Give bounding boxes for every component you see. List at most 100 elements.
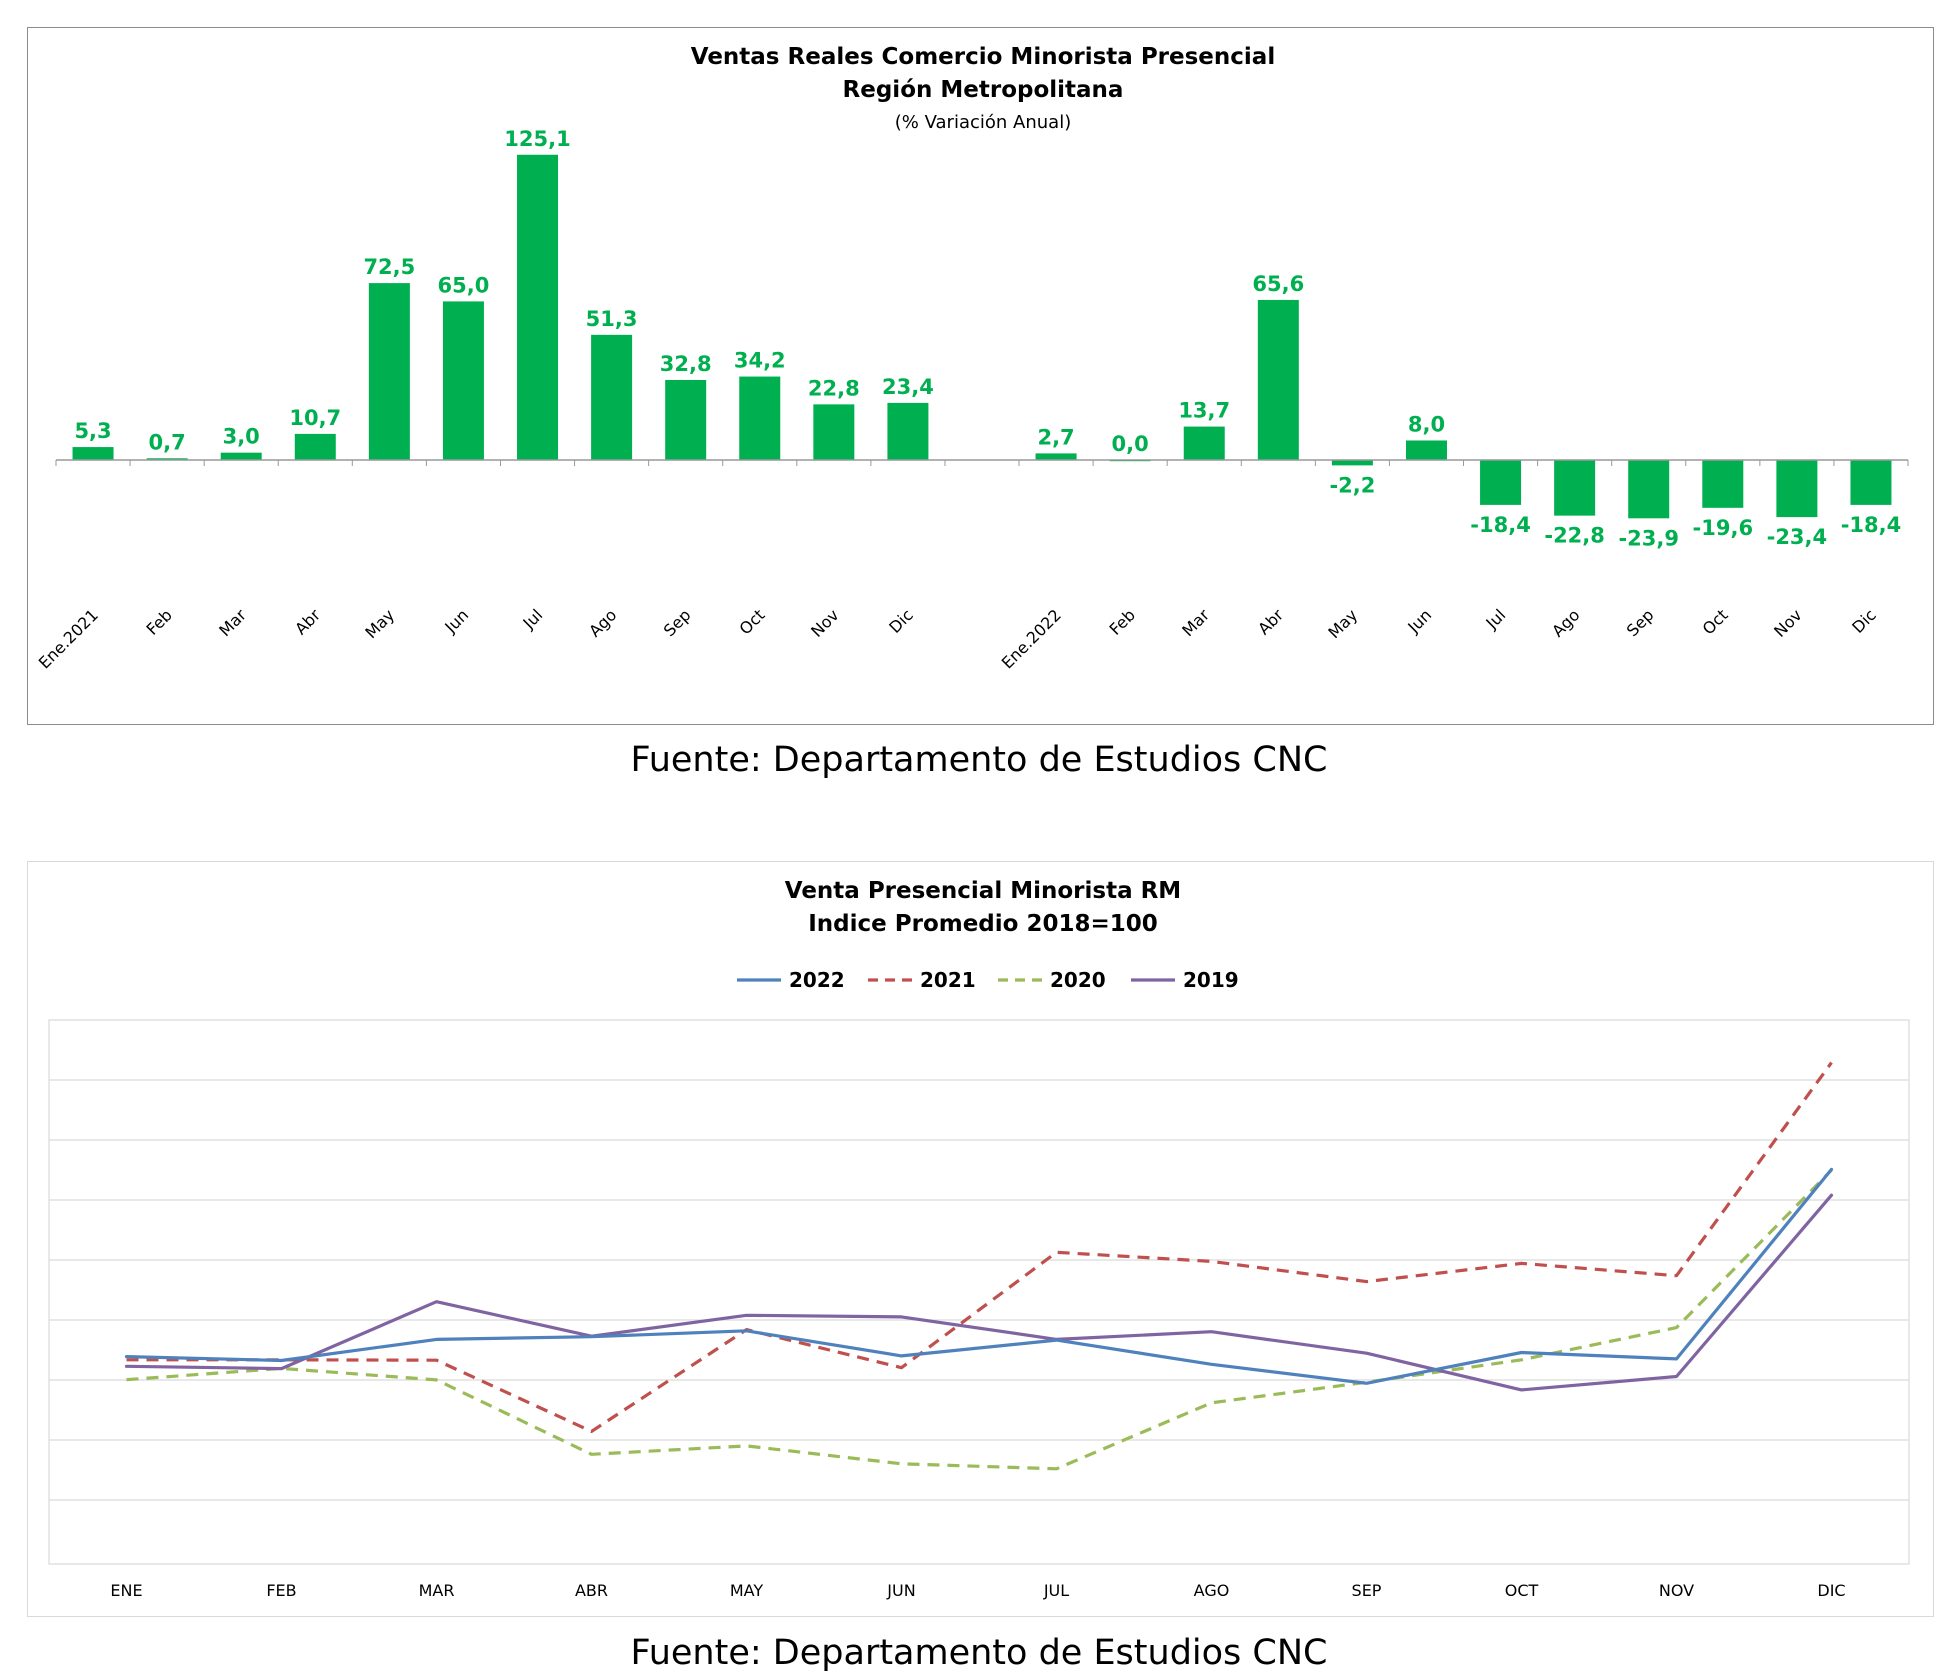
- bar: [1405, 440, 1447, 460]
- bar: [813, 404, 855, 460]
- legend-label: 2021: [920, 968, 976, 992]
- series-line-2022: [124, 1167, 1834, 1385]
- data-label: 3,0: [223, 425, 260, 449]
- data-label: 8,0: [1408, 412, 1445, 436]
- data-label: 22,8: [808, 376, 860, 400]
- bar: [220, 452, 262, 460]
- x-tick-label: ENE: [110, 1581, 142, 1600]
- bar: [146, 458, 188, 460]
- x-tick-label: Sep: [660, 605, 695, 640]
- data-label: 32,8: [660, 352, 712, 376]
- x-axis-labels: Ene.2021 Feb Mar Abr May Jun Jul Ago Sep Oct Nov Di…: [35, 605, 1880, 672]
- bar: [887, 402, 929, 460]
- bar: [591, 334, 633, 460]
- data-label: 13,7: [1178, 399, 1230, 423]
- data-label: -18,4: [1841, 513, 1902, 537]
- line-series: [124, 1061, 1834, 1471]
- plot-area: [48, 1019, 1910, 1565]
- line-chart: Venta Presencial Minorista RM Indice Pro…: [48, 878, 1910, 1600]
- x-tick-label: Ago: [1548, 605, 1583, 640]
- bar: [1480, 460, 1522, 505]
- bar: [665, 379, 707, 460]
- x-axis-labels: ENE FEB MAR ABR MAY JUN JUL AGO SEP OCT NOV DIC: [110, 1581, 1845, 1600]
- data-label: 0,7: [149, 430, 186, 454]
- bar: [72, 447, 114, 460]
- legend-label: 2019: [1183, 968, 1239, 992]
- legend: 2022 2021 2020 2019: [737, 968, 1239, 992]
- bar: [1183, 426, 1225, 460]
- bar-chart-subtitle: Región Metropolitana: [843, 77, 1124, 103]
- x-tick-label: JUL: [1043, 1581, 1069, 1600]
- x-tick-label: Nov: [1770, 605, 1806, 641]
- bar-chart-title: Ventas Reales Comercio Minorista Presenc…: [691, 44, 1275, 70]
- data-label: -23,4: [1767, 525, 1828, 549]
- data-label: 23,4: [882, 375, 934, 399]
- gridlines: [49, 1079, 1909, 1501]
- x-tick-label: Ene.2021: [35, 605, 102, 672]
- line-chart-title: Venta Presencial Minorista RM: [785, 878, 1181, 904]
- bar: [1776, 460, 1818, 518]
- x-tick-label: Feb: [1106, 605, 1139, 638]
- data-label: -19,6: [1693, 516, 1754, 540]
- source-note: Fuente: Departamento de Estudios CNC: [630, 740, 1328, 780]
- series-line-2020: [126, 1168, 1833, 1471]
- bar-chart-unit: (% Variación Anual): [895, 112, 1071, 133]
- bar: [1702, 460, 1744, 508]
- x-tick-label: May: [361, 605, 398, 642]
- data-label: -22,8: [1544, 524, 1605, 548]
- data-label: 0,0: [1112, 432, 1149, 456]
- bar: [1850, 460, 1892, 505]
- legend-label: 2020: [1050, 968, 1106, 992]
- x-tick-label: JUN: [886, 1581, 915, 1600]
- x-tick-label: Mar: [215, 605, 250, 640]
- x-tick-label: FEB: [266, 1581, 296, 1600]
- bar: [442, 301, 484, 460]
- bar: [294, 433, 336, 460]
- bar: [1554, 460, 1596, 516]
- x-tick-label: OCT: [1505, 1581, 1539, 1600]
- data-label: 5,3: [74, 419, 111, 443]
- data-label: 125,1: [504, 127, 570, 151]
- x-tick-label: SEP: [1352, 1581, 1382, 1600]
- bar: [1257, 299, 1299, 460]
- x-tick-label: NOV: [1659, 1581, 1694, 1600]
- data-labels: 5,3 0,7 3,0 10,7 72,5 65,0 125,1 51,3 32,8 34,2 22…: [74, 127, 1901, 551]
- x-tick-label: ABR: [575, 1581, 608, 1600]
- data-label: -2,2: [1329, 473, 1375, 497]
- x-tick-label: Dic: [1848, 605, 1880, 637]
- x-tick-label: DIC: [1817, 1581, 1845, 1600]
- bar: [1331, 460, 1373, 466]
- data-label: 65,6: [1252, 272, 1304, 296]
- bar-chart: Ventas Reales Comercio Minorista Presenc…: [35, 44, 1909, 673]
- x-tick-label: Oct: [1699, 605, 1732, 638]
- x-tick-label: Abr: [291, 605, 324, 638]
- data-label: 72,5: [363, 255, 415, 279]
- x-tick-label: Nov: [807, 605, 843, 641]
- bar: [739, 376, 781, 460]
- bar: [517, 154, 559, 461]
- data-label: -18,4: [1470, 513, 1531, 537]
- line-chart-panel: Venta Presencial Minorista RM Indice Pro…: [27, 861, 1934, 1617]
- legend-label: 2022: [789, 968, 845, 992]
- series-line-2021: [126, 1061, 1833, 1434]
- bar-chart-panel: Ventas Reales Comercio Minorista Presenc…: [27, 27, 1934, 725]
- x-tick-label: Mar: [1178, 605, 1213, 640]
- source-note-2: Fuente: Departamento de Estudios CNC: [630, 1633, 1328, 1673]
- x-tick-label: May: [1324, 605, 1361, 642]
- x-tick-label: Abr: [1254, 605, 1287, 638]
- line-chart-subtitle: Indice Promedio 2018=100: [808, 911, 1158, 937]
- bar: [368, 283, 410, 460]
- x-axis-ticks: [55, 460, 1909, 466]
- data-label: -23,9: [1618, 526, 1679, 550]
- x-tick-label: Ago: [585, 605, 620, 640]
- x-tick-label: Sep: [1623, 605, 1658, 640]
- x-tick-label: MAY: [730, 1581, 764, 1600]
- x-tick-label: Jul: [519, 605, 547, 633]
- data-label: 34,2: [734, 349, 786, 373]
- data-label: 10,7: [289, 406, 341, 430]
- x-tick-label: Jul: [1482, 605, 1510, 633]
- x-tick-label: Oct: [736, 605, 769, 638]
- data-label: 2,7: [1037, 425, 1074, 449]
- data-label: 65,0: [438, 273, 490, 297]
- x-tick-label: Jun: [440, 605, 472, 637]
